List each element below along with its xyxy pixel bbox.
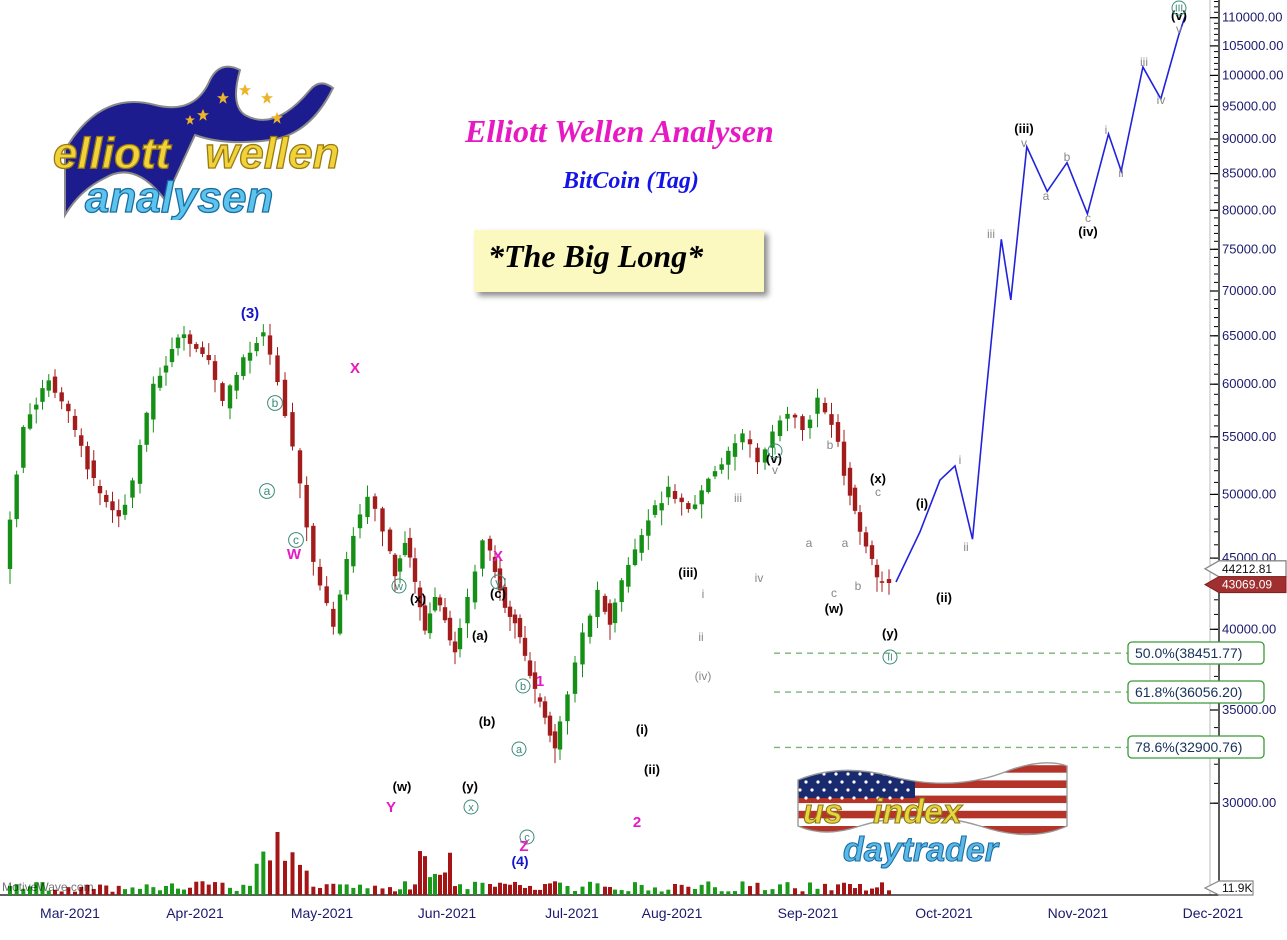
svg-text:c: c <box>1085 211 1091 225</box>
svg-text:110000.00: 110000.00 <box>1222 10 1283 25</box>
svg-text:1: 1 <box>536 673 544 690</box>
svg-text:Apr-2021: Apr-2021 <box>166 905 224 921</box>
svg-text:i: i <box>959 453 962 467</box>
svg-text:a: a <box>806 536 813 550</box>
svg-text:b: b <box>827 438 834 452</box>
svg-text:a: a <box>1043 189 1050 203</box>
svg-text:a: a <box>842 536 849 550</box>
svg-text:May-2021: May-2021 <box>291 905 353 921</box>
svg-text:c: c <box>831 586 837 600</box>
svg-text:iv: iv <box>755 571 764 585</box>
svg-text:80000.00: 80000.00 <box>1222 202 1276 217</box>
svg-text:85000.00: 85000.00 <box>1222 166 1276 181</box>
svg-text:a: a <box>264 484 271 498</box>
svg-text:Nov-2021: Nov-2021 <box>1048 905 1109 921</box>
svg-text:v: v <box>1021 136 1027 150</box>
svg-text:40000.00: 40000.00 <box>1222 621 1276 636</box>
svg-text:(c): (c) <box>490 586 506 601</box>
svg-text:61.8%(36056.20): 61.8%(36056.20) <box>1135 684 1242 700</box>
svg-text:75000.00: 75000.00 <box>1222 241 1276 256</box>
svg-text:(4): (4) <box>511 853 528 869</box>
svg-text:iii: iii <box>987 227 995 241</box>
svg-text:ii: ii <box>698 630 703 644</box>
svg-text:MotiveWave.com: MotiveWave.com <box>2 880 94 894</box>
svg-text:60000.00: 60000.00 <box>1222 376 1276 391</box>
svg-text:b: b <box>272 396 279 410</box>
svg-text:b: b <box>1064 150 1071 164</box>
svg-text:III: III <box>1175 4 1183 15</box>
svg-text:(iii): (iii) <box>1014 121 1034 136</box>
svg-text:(3): (3) <box>241 305 259 322</box>
svg-text:(w): (w) <box>825 601 844 616</box>
svg-text:90000.00: 90000.00 <box>1222 131 1276 146</box>
svg-text:b: b <box>855 579 862 593</box>
svg-text:X: X <box>493 548 503 565</box>
svg-text:(ii): (ii) <box>936 590 952 605</box>
svg-text:Y: Y <box>386 799 396 816</box>
svg-text:43069.09: 43069.09 <box>1222 578 1272 592</box>
svg-text:(b): (b) <box>479 714 496 729</box>
svg-text:Aug-2021: Aug-2021 <box>642 905 703 921</box>
svg-text:x: x <box>468 802 474 814</box>
svg-text:50.0%(38451.77): 50.0%(38451.77) <box>1135 645 1242 661</box>
svg-text:v: v <box>1176 22 1182 36</box>
svg-text:30000.00: 30000.00 <box>1222 795 1276 810</box>
svg-text:Sep-2021: Sep-2021 <box>778 905 839 921</box>
svg-text:(y): (y) <box>882 626 898 641</box>
svg-text:Dec-2021: Dec-2021 <box>1183 905 1244 921</box>
svg-text:105000.00: 105000.00 <box>1222 38 1283 53</box>
svg-text:Jul-2021: Jul-2021 <box>545 905 599 921</box>
svg-text:65000.00: 65000.00 <box>1222 328 1276 343</box>
svg-text:11.9K: 11.9K <box>1222 881 1252 895</box>
svg-text:ii: ii <box>963 540 968 554</box>
svg-text:iii: iii <box>734 491 742 505</box>
svg-text:95000.00: 95000.00 <box>1222 98 1276 113</box>
svg-text:Mar-2021: Mar-2021 <box>40 905 100 921</box>
svg-text:35000.00: 35000.00 <box>1222 702 1276 717</box>
svg-text:55000.00: 55000.00 <box>1222 429 1276 444</box>
svg-text:i: i <box>1105 123 1108 137</box>
svg-text:b: b <box>520 681 526 693</box>
svg-text:(y): (y) <box>462 779 478 794</box>
svg-text:w: w <box>394 581 403 593</box>
svg-text:ii: ii <box>1118 166 1123 180</box>
svg-text:(ii): (ii) <box>644 762 660 777</box>
svg-text:iv: iv <box>1157 93 1166 107</box>
svg-text:II: II <box>887 653 893 664</box>
svg-text:44212.81: 44212.81 <box>1222 562 1272 576</box>
svg-text:iii: iii <box>1140 55 1148 69</box>
svg-text:(i): (i) <box>636 722 648 737</box>
svg-text:I: I <box>774 447 777 458</box>
svg-text:(a): (a) <box>472 628 488 643</box>
svg-text:70000.00: 70000.00 <box>1222 283 1276 298</box>
svg-text:a: a <box>516 744 523 756</box>
svg-text:78.6%(32900.76): 78.6%(32900.76) <box>1135 739 1242 755</box>
svg-text:(iii): (iii) <box>678 565 698 580</box>
svg-text:X: X <box>350 360 360 377</box>
svg-text:2: 2 <box>633 814 641 831</box>
svg-text:Jun-2021: Jun-2021 <box>418 905 477 921</box>
svg-text:i: i <box>702 587 705 601</box>
svg-text:c: c <box>875 485 881 499</box>
svg-text:50000.00: 50000.00 <box>1222 486 1276 501</box>
svg-text:(i): (i) <box>916 496 928 511</box>
svg-text:(iv): (iv) <box>1078 224 1098 239</box>
svg-text:(x): (x) <box>410 591 426 606</box>
svg-text:100000.00: 100000.00 <box>1222 67 1283 82</box>
svg-text:Oct-2021: Oct-2021 <box>915 905 973 921</box>
svg-text:(w): (w) <box>393 779 412 794</box>
svg-text:(x): (x) <box>870 471 886 486</box>
svg-text:W: W <box>287 546 302 563</box>
svg-text:(iv): (iv) <box>695 669 712 683</box>
